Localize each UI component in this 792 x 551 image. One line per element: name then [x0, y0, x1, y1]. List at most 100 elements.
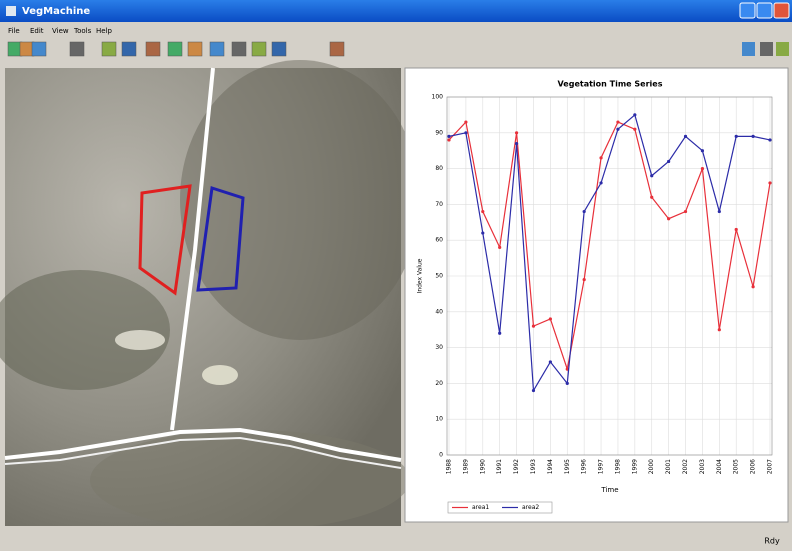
x-tick-label: 1988 — [446, 459, 453, 474]
data-point — [532, 325, 535, 328]
tool-button[interactable] — [32, 42, 46, 56]
y-tick-label: 10 — [435, 416, 443, 423]
x-tick-label: 1989 — [462, 459, 469, 474]
x-tick-label: 1994 — [547, 459, 554, 474]
legend-label: area2 — [522, 504, 539, 511]
x-tick-label: 2002 — [682, 459, 689, 474]
tool-button[interactable] — [742, 42, 755, 56]
data-point — [498, 246, 501, 249]
x-tick-label: 1991 — [496, 459, 503, 474]
data-point — [768, 138, 771, 141]
data-point — [650, 174, 653, 177]
tool-button[interactable] — [168, 42, 182, 56]
x-tick-label: 2001 — [665, 459, 672, 474]
x-tick-label: 1996 — [581, 459, 588, 474]
data-point — [718, 328, 721, 331]
data-point — [583, 210, 586, 213]
x-tick-label: 2006 — [750, 459, 757, 474]
y-tick-label: 90 — [435, 129, 443, 136]
chart-title: Vegetation Time Series — [558, 80, 663, 89]
data-point — [768, 181, 771, 184]
tool-button[interactable] — [102, 42, 116, 56]
screen: VegMachine File Edit View Tools Help Vegetat… — [0, 0, 792, 551]
x-axis-label: Time — [600, 486, 618, 494]
legend-label: area1 — [472, 504, 489, 511]
tool-button[interactable] — [330, 42, 344, 56]
x-tick-label: 1992 — [513, 459, 520, 474]
menu-item[interactable]: Help — [96, 27, 113, 35]
tool-button[interactable] — [210, 42, 224, 56]
title-bar — [0, 0, 792, 22]
status-text: Rdy — [764, 537, 780, 546]
close-button[interactable] — [774, 3, 789, 18]
bottom-toolbar — [0, 526, 792, 551]
data-point — [701, 167, 704, 170]
data-point — [667, 217, 670, 220]
data-point — [616, 120, 619, 123]
y-tick-label: 80 — [435, 165, 443, 172]
data-point — [701, 149, 704, 152]
tool-button[interactable] — [188, 42, 202, 56]
data-point — [447, 138, 450, 141]
terrain — [180, 60, 420, 340]
data-point — [633, 128, 636, 131]
data-point — [718, 210, 721, 213]
x-tick-label: 1993 — [530, 459, 537, 474]
data-point — [515, 131, 518, 134]
tool-button[interactable] — [776, 42, 789, 56]
tool-button[interactable] — [252, 42, 266, 56]
data-point — [735, 228, 738, 231]
x-tick-label: 1999 — [631, 459, 638, 474]
x-tick-label: 2004 — [716, 459, 723, 474]
tool-button[interactable] — [272, 42, 286, 56]
data-point — [515, 142, 518, 145]
tool-button[interactable] — [122, 42, 136, 56]
data-point — [599, 181, 602, 184]
tool-button[interactable] — [146, 42, 160, 56]
terrain — [202, 365, 238, 385]
terrain — [115, 330, 165, 350]
data-point — [684, 135, 687, 138]
x-tick-label: 2007 — [767, 459, 774, 474]
data-point — [549, 360, 552, 363]
app-icon — [6, 6, 16, 16]
y-tick-label: 100 — [432, 94, 444, 101]
tool-button[interactable] — [232, 42, 246, 56]
menu-item[interactable]: File — [8, 27, 20, 35]
x-tick-label: 2005 — [733, 459, 740, 474]
tool-button[interactable] — [70, 42, 84, 56]
y-axis-label: Index Value — [417, 258, 424, 293]
data-point — [633, 113, 636, 116]
menu-item[interactable]: View — [52, 27, 69, 35]
data-point — [684, 210, 687, 213]
data-point — [650, 196, 653, 199]
data-point — [583, 278, 586, 281]
data-point — [549, 317, 552, 320]
app-window: VegMachine File Edit View Tools Help Vegetat… — [0, 0, 792, 551]
menu-bar: File Edit View Tools Help — [8, 27, 113, 35]
chart-panel — [405, 68, 788, 522]
window-title: VegMachine — [22, 6, 90, 17]
data-point — [464, 131, 467, 134]
x-tick-label: 1995 — [564, 459, 571, 474]
data-point — [464, 120, 467, 123]
y-tick-label: 70 — [435, 201, 443, 208]
x-tick-label: 1998 — [614, 459, 621, 474]
data-point — [481, 210, 484, 213]
menu-item[interactable]: Edit — [30, 27, 44, 35]
x-tick-label: 1997 — [598, 459, 605, 474]
x-tick-label: 2000 — [648, 459, 655, 474]
map-view — [0, 60, 420, 530]
data-point — [481, 231, 484, 234]
data-point — [752, 285, 755, 288]
x-tick-label: 2003 — [699, 459, 706, 474]
minimize-button[interactable] — [740, 3, 755, 18]
maximize-button[interactable] — [757, 3, 772, 18]
data-point — [532, 389, 535, 392]
terrain — [90, 430, 410, 530]
tool-button[interactable] — [760, 42, 773, 56]
y-tick-label: 30 — [435, 344, 443, 351]
menu-item[interactable]: Tools — [73, 27, 92, 35]
data-point — [752, 135, 755, 138]
y-tick-label: 40 — [435, 308, 443, 315]
